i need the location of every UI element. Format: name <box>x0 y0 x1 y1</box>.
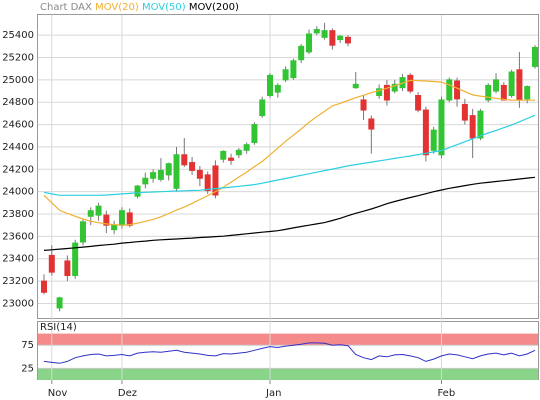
candle-body <box>274 84 281 93</box>
x-tick-label: Nov <box>48 388 68 399</box>
candle-body <box>251 124 258 143</box>
candle-body <box>126 212 133 226</box>
x-tick-label: Jan <box>265 388 281 399</box>
candle-body <box>142 177 149 185</box>
legend: Chart DAX MOV(20) MOV(50) MOV(200) <box>40 2 239 13</box>
y-tick-label: 25000 <box>2 75 34 86</box>
candle-body <box>368 118 375 130</box>
candle-body <box>430 129 437 151</box>
candle-body <box>329 30 336 46</box>
rsi-line <box>43 342 536 364</box>
candle-body <box>118 210 125 226</box>
candle-body <box>72 242 79 277</box>
candle-body <box>267 74 274 97</box>
y-tick-label: 23200 <box>2 276 34 287</box>
y-tick-label: 24000 <box>2 187 34 198</box>
rsi-title: RSI(14) <box>40 322 77 333</box>
y-tick-label: 23000 <box>2 298 34 309</box>
candle-body <box>524 86 531 100</box>
y-tick-label: 24400 <box>2 142 34 153</box>
candle-body <box>103 214 110 226</box>
candle-body <box>243 144 250 151</box>
y-tick-label: 25200 <box>2 52 34 63</box>
candle-body <box>407 74 414 92</box>
candle-body <box>461 103 468 121</box>
candle-body <box>48 254 55 273</box>
candle-body <box>259 99 266 117</box>
candle-body <box>220 150 227 160</box>
candle-body <box>422 109 429 156</box>
candle-body <box>500 84 507 101</box>
candle-body <box>360 99 367 111</box>
candle-body <box>477 110 484 139</box>
candle-body <box>41 280 47 293</box>
candle-body <box>485 84 492 101</box>
price-panel <box>37 14 539 319</box>
y-tick-label: 24800 <box>2 97 34 108</box>
candle-body <box>352 83 359 89</box>
rsi-tick-label: 75 <box>21 340 34 351</box>
x-tick-label: Feb <box>437 388 455 399</box>
moving-average <box>43 176 536 251</box>
candle-body <box>79 221 86 243</box>
moving-average <box>43 79 535 226</box>
candle-body <box>95 205 102 216</box>
candle-body <box>165 163 172 176</box>
candle-body <box>111 224 118 231</box>
candle-body <box>56 297 63 309</box>
candle-body <box>446 79 453 101</box>
candle-body <box>383 84 390 101</box>
candle-body <box>150 172 157 179</box>
y-tick-label: 23600 <box>2 231 34 242</box>
candle-body <box>438 99 445 156</box>
candle-body <box>235 149 242 156</box>
candle-body <box>157 169 164 180</box>
rsi-band <box>38 368 538 380</box>
candle-body <box>391 83 398 92</box>
candle-body <box>493 79 500 92</box>
candle-body <box>532 46 538 67</box>
candle-body <box>313 29 320 34</box>
candle-body <box>337 35 344 41</box>
plot-layer: 23000 23200 23400 23600 23800 24000 24200 24400… <box>2 15 538 399</box>
candle-body <box>282 69 289 81</box>
candle-body <box>204 174 211 192</box>
candle-body <box>134 185 141 197</box>
candle-body <box>212 165 219 196</box>
candle-body <box>508 71 515 97</box>
candle-body <box>87 210 94 217</box>
candle-body <box>305 33 312 53</box>
candle-body <box>321 30 328 38</box>
candle-body <box>189 162 196 171</box>
legend-entry: MOV(200) <box>189 2 239 13</box>
x-tick-label: Dez <box>118 388 137 399</box>
candle-body <box>344 36 351 44</box>
rsi-band <box>38 333 538 346</box>
y-tick-label: 24200 <box>2 164 34 175</box>
y-tick-label: 25400 <box>2 30 34 41</box>
candle-body <box>196 169 203 179</box>
candle-body <box>64 260 71 277</box>
candle-body <box>454 80 461 100</box>
moving-average <box>43 114 536 196</box>
candle-body <box>290 60 297 79</box>
candle-body <box>469 115 476 139</box>
candle-body <box>173 154 180 189</box>
y-tick-label: 23400 <box>2 254 34 265</box>
legend-entry: MOV(50) <box>142 2 186 13</box>
legend-entry: MOV(20) <box>95 2 139 13</box>
candle-body <box>181 154 188 166</box>
rsi-tick-label: 25 <box>21 363 34 374</box>
chart-title: Chart DAX <box>40 2 92 13</box>
candle-body <box>298 45 305 61</box>
candle-body <box>228 157 235 161</box>
candle-body <box>376 88 383 97</box>
y-tick-label: 23800 <box>2 209 34 220</box>
candle-body <box>415 95 422 111</box>
y-tick-label: 24600 <box>2 120 34 131</box>
candle-body <box>516 69 523 101</box>
